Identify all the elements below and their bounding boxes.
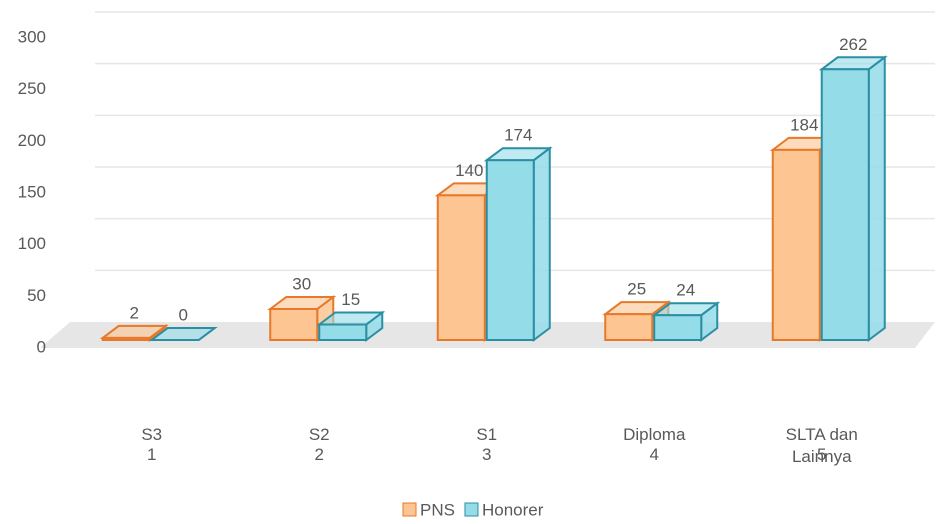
y-tick-label: 250 — [18, 79, 46, 98]
bar — [604, 313, 654, 341]
bar — [318, 323, 368, 341]
value-label: 140 — [455, 161, 483, 180]
value-label: 15 — [341, 290, 360, 309]
x-tick-number: 3 — [482, 445, 492, 464]
bar — [269, 308, 319, 341]
y-tick-label: 300 — [18, 27, 46, 46]
x-tick-label: SLTA dan Lainnya — [785, 425, 858, 466]
value-label: 174 — [504, 126, 532, 145]
bar — [436, 194, 486, 341]
bar-3d — [99, 323, 169, 342]
x-tick-number: 2 — [314, 445, 324, 464]
value-label: 24 — [676, 281, 695, 300]
bar-3d — [483, 146, 553, 342]
bar-3d — [148, 327, 218, 341]
x-tick-number: 4 — [649, 445, 659, 464]
bar-3d — [818, 55, 888, 342]
y-tick-label: 50 — [27, 286, 46, 305]
y-tick-label: 200 — [18, 131, 46, 150]
bar-3d — [651, 301, 721, 342]
y-tick-label: 150 — [18, 182, 46, 201]
bar — [485, 159, 535, 341]
x-tick-number: 5 — [817, 445, 827, 464]
x-tick-label: S2 — [308, 425, 330, 444]
bar-side — [867, 55, 886, 342]
y-tick-label: 0 — [37, 337, 46, 356]
x-tick-label: Diploma — [623, 425, 686, 444]
x-tick-label: S3 — [141, 425, 163, 444]
value-label: 2 — [130, 303, 139, 322]
y-tick-label: 100 — [18, 234, 46, 253]
legend-swatch — [464, 502, 479, 517]
bar — [771, 148, 821, 341]
bar-side — [532, 146, 551, 342]
value-label: 25 — [627, 280, 646, 299]
legend-label: PNS — [420, 500, 455, 519]
value-label: 30 — [292, 274, 311, 293]
bar — [653, 314, 703, 342]
legend-swatch — [402, 502, 417, 517]
bar-top — [148, 327, 218, 341]
x-tick-number: 1 — [147, 445, 157, 464]
bar-3d — [316, 310, 386, 342]
legend-label: Honorer — [482, 500, 544, 519]
x-tick-label: S1 — [476, 425, 498, 444]
bar — [820, 68, 870, 342]
value-label: 262 — [839, 35, 867, 54]
value-label: 0 — [179, 305, 188, 324]
value-label: 184 — [790, 115, 818, 134]
bar — [101, 336, 151, 341]
